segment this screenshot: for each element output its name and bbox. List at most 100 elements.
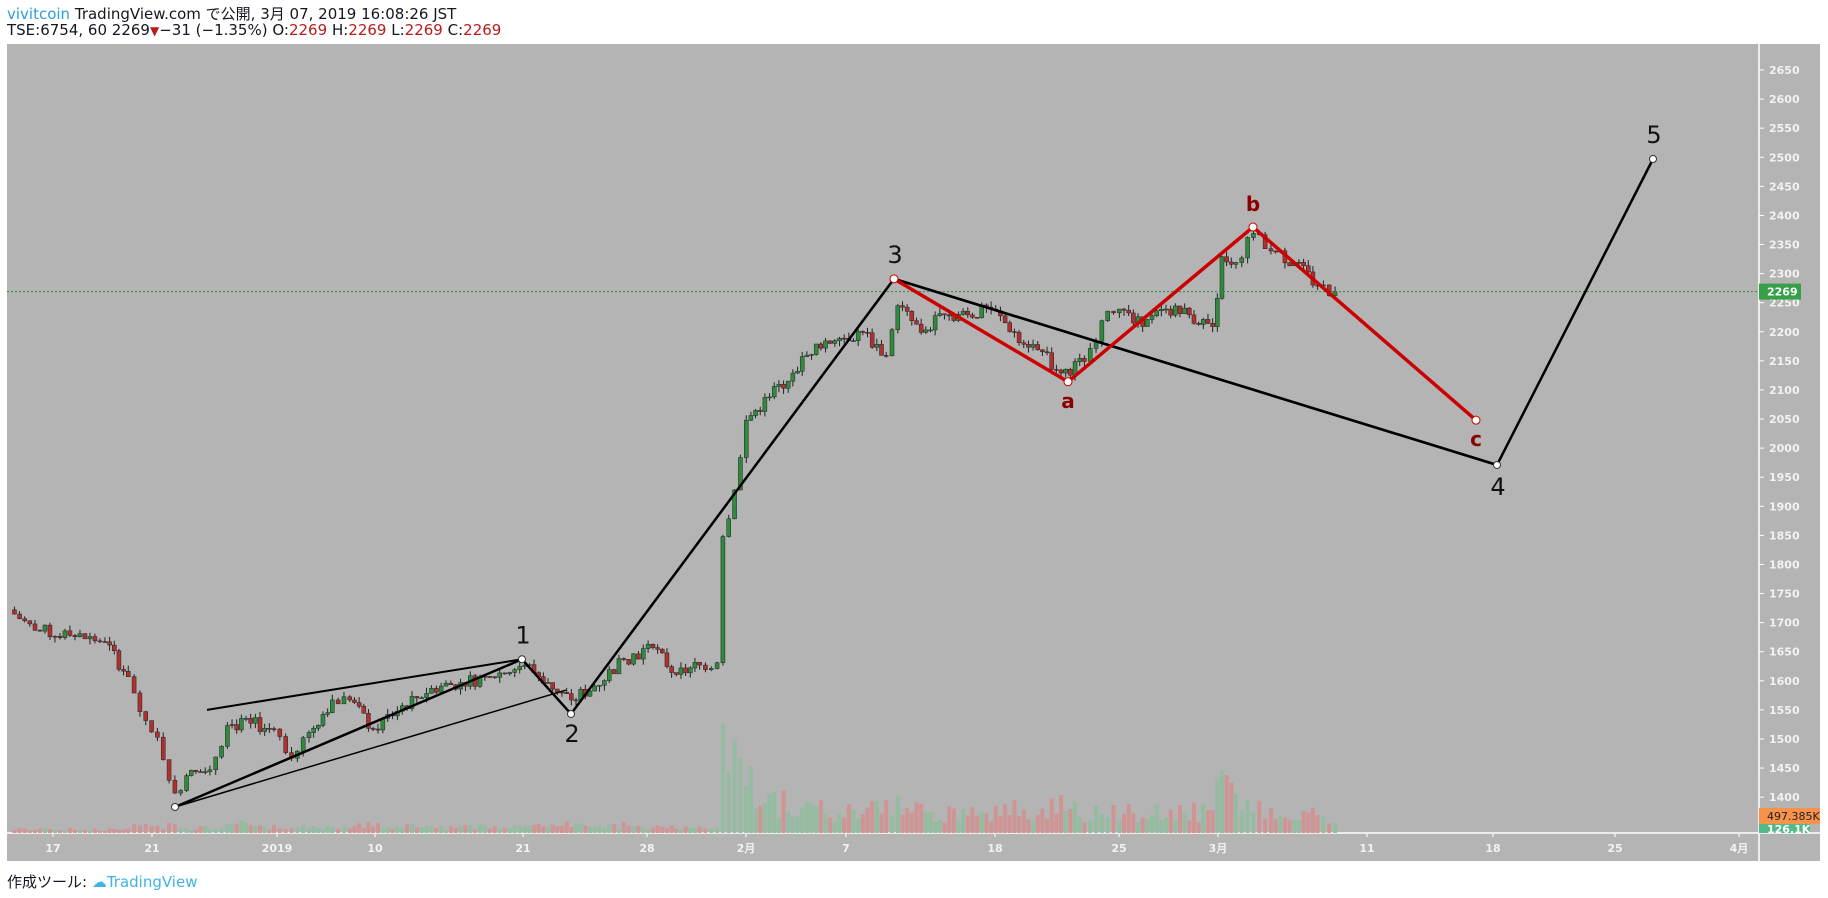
correction-wave-line	[893, 224, 1478, 422]
volume-bar	[842, 817, 847, 833]
symbol-info: TSE:6754, 60 2269▼−31 (−1.35%) O:2269 H:…	[7, 21, 501, 39]
candle-body	[1099, 320, 1105, 342]
candle-body	[311, 727, 316, 733]
price-tick-label: 2300	[1769, 268, 1800, 281]
volume-bar	[522, 826, 527, 833]
candle-body	[300, 737, 306, 752]
candle-body	[709, 668, 714, 670]
candle-body	[869, 332, 875, 348]
candle-body	[1163, 308, 1169, 311]
volume-bar	[149, 825, 154, 833]
candle-body	[1159, 308, 1164, 312]
volume-bar	[895, 795, 900, 833]
candle-body	[92, 636, 98, 642]
time-tick-label: 2019	[262, 842, 293, 855]
candle-body	[409, 696, 415, 709]
volume-bar	[126, 828, 131, 833]
volume-bar	[244, 823, 249, 833]
candle-body	[645, 643, 651, 649]
candle-body	[813, 343, 819, 355]
volume-bar	[189, 830, 194, 833]
candle-body	[320, 714, 326, 726]
price-tick-label: 1750	[1769, 588, 1800, 601]
tradingview-logo-icon[interactable]: ☁	[91, 873, 107, 891]
volume-bar	[1229, 782, 1234, 833]
volume-bar	[306, 828, 311, 833]
time-tick-label: 21	[144, 842, 159, 855]
candle-body	[184, 775, 189, 791]
candle-body	[1030, 344, 1036, 348]
candle-body	[771, 386, 777, 398]
wave-point-marker	[567, 709, 575, 718]
volume-bar	[448, 826, 453, 833]
price-tick-label: 2500	[1769, 151, 1800, 164]
candle-body	[502, 672, 507, 675]
candle-body	[1196, 323, 1201, 325]
chart-pane[interactable]	[7, 44, 1820, 861]
candle-body	[213, 756, 218, 771]
price-tick-label: 2350	[1769, 239, 1800, 252]
candle-body	[909, 311, 915, 321]
candle-body	[889, 329, 895, 356]
candle-body	[131, 676, 137, 694]
volume-bar	[1054, 813, 1059, 833]
candle-body	[545, 682, 551, 684]
candle-body	[683, 667, 688, 674]
volume-bar	[234, 823, 239, 833]
volume-bar	[230, 824, 235, 833]
correction-label: b	[1246, 192, 1260, 216]
wave-label: 5	[1646, 121, 1661, 149]
volume-bar	[919, 803, 924, 833]
volume-bar	[961, 808, 966, 833]
candle-body	[325, 712, 330, 715]
candle-body	[738, 457, 743, 491]
volume-bar	[1245, 799, 1250, 833]
volume-bar	[283, 829, 288, 833]
candle-body	[517, 666, 522, 670]
candle-body	[330, 699, 335, 713]
volume-bar	[641, 828, 646, 833]
candle-body	[1177, 305, 1183, 314]
volume-bar	[626, 825, 631, 833]
volume-bar	[1154, 804, 1159, 833]
volume-bar	[507, 828, 512, 833]
candle-body	[429, 688, 434, 694]
candle-body	[592, 685, 597, 692]
volume-bar	[409, 824, 414, 833]
volume-bar	[832, 821, 837, 833]
volume-bar	[1003, 804, 1008, 833]
volume-bar	[443, 829, 448, 833]
candle-body	[262, 728, 267, 732]
candle-body	[52, 635, 58, 638]
candle-body	[487, 676, 492, 678]
volume-bar	[1026, 819, 1031, 833]
candle-body	[900, 305, 905, 308]
tradingview-link[interactable]: TradingView	[106, 873, 198, 891]
candle-body	[361, 705, 367, 714]
volume-bar	[602, 828, 607, 833]
candle-body	[121, 669, 126, 672]
volume-bar	[1082, 822, 1087, 833]
published-text: TradingView.com で公開, 3月 07, 2019 16:08:2…	[74, 5, 457, 23]
candle-body	[102, 641, 108, 643]
volume-bar	[1040, 808, 1045, 833]
candle-body	[1026, 343, 1031, 348]
candle-body	[748, 415, 754, 421]
volume-bar	[1177, 805, 1182, 833]
volume-bar	[47, 829, 52, 833]
volume-bar	[405, 823, 410, 833]
volume-bar	[874, 800, 879, 833]
volume-bar	[674, 828, 679, 833]
candle-body	[573, 699, 579, 702]
volume-bar	[400, 827, 405, 833]
volume-bar	[703, 828, 708, 833]
author-link[interactable]: vivitcoin	[7, 5, 71, 23]
candle-body	[1077, 358, 1082, 362]
volume-bar	[116, 830, 121, 833]
candle-body	[688, 667, 693, 674]
candle-body	[611, 669, 617, 675]
volume-bar	[1122, 814, 1127, 833]
volume-bar	[512, 825, 517, 833]
volume-bar	[851, 810, 856, 833]
volume-bar	[492, 826, 497, 833]
